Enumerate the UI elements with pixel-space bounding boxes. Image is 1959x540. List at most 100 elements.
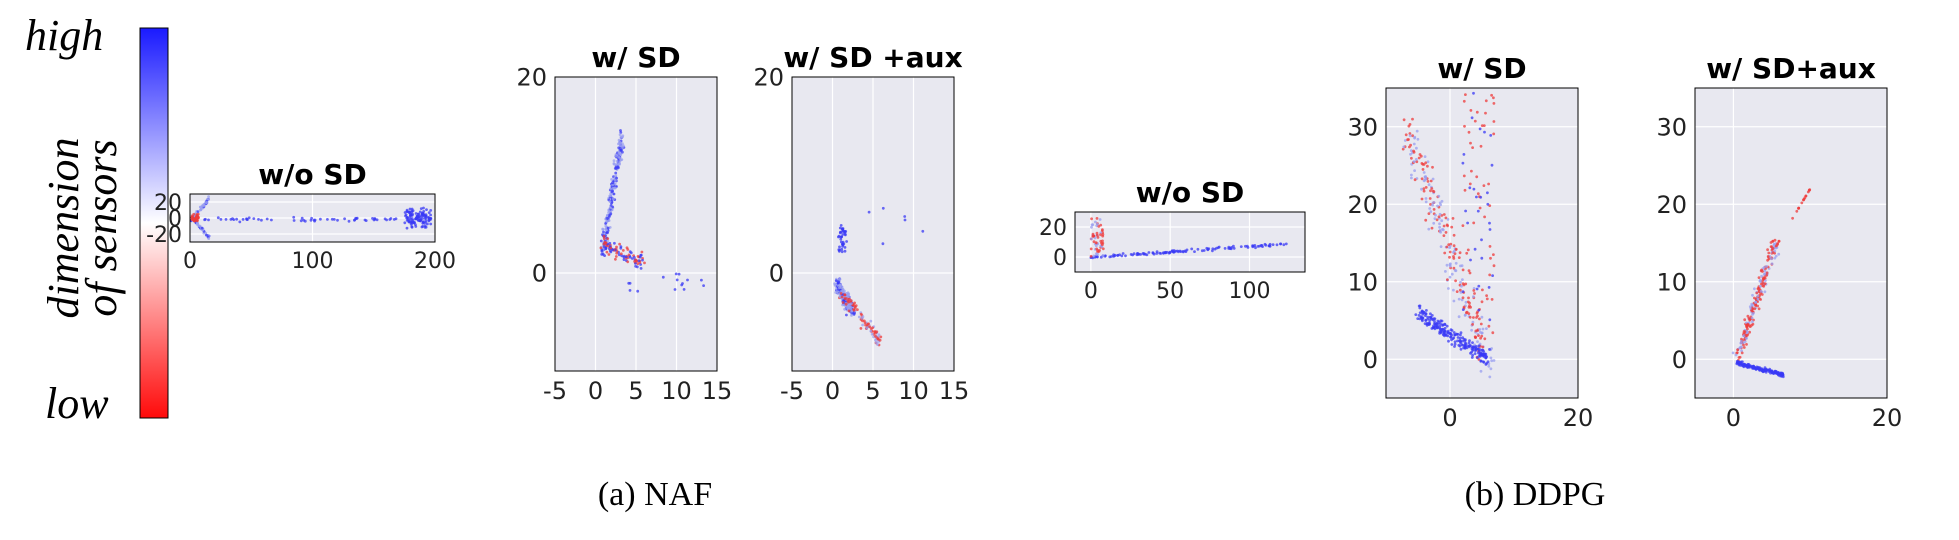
scatter-point (1193, 250, 1196, 254)
scatter-point (1475, 316, 1478, 319)
scatter-point (611, 186, 615, 190)
scatter-point (845, 240, 848, 243)
scatter-point (838, 245, 841, 249)
scatter-point (1457, 256, 1461, 259)
scatter-point (840, 230, 843, 234)
scatter-point (1472, 221, 1476, 225)
plot-frame (1385, 87, 1579, 399)
scatter-point (1485, 327, 1488, 330)
scatter-point (1486, 202, 1490, 206)
scatter-point (1488, 318, 1492, 322)
scatter-point (639, 267, 643, 270)
scatter-point (410, 217, 414, 220)
scatter-point (195, 218, 199, 222)
scatter-point (1777, 252, 1781, 256)
scatter-point (1443, 329, 1447, 333)
scatter-point (1425, 322, 1429, 326)
scatter-point (1424, 177, 1428, 181)
scatter-point (865, 326, 869, 329)
scatter-point (1407, 124, 1411, 128)
scatter-point (1196, 247, 1200, 251)
scatter-point (1757, 307, 1761, 311)
scatter-points (833, 206, 925, 347)
scatter-point (1470, 345, 1474, 348)
scatter-point (1485, 294, 1488, 297)
scatter-point (1418, 317, 1422, 321)
scatter-point (1113, 254, 1116, 258)
scatter-point (1168, 251, 1172, 255)
scatter-point (1110, 255, 1113, 258)
scatter-point (619, 158, 623, 162)
scatter-point (1468, 182, 1472, 186)
scatter-point (1456, 336, 1460, 339)
scatter-point (1422, 187, 1426, 191)
scatter-point (635, 265, 639, 269)
scatter-point (1408, 132, 1412, 135)
scatter-point (1764, 369, 1768, 373)
scatter-point (1469, 109, 1473, 112)
scatter-point (1481, 345, 1485, 349)
x-tick-label: 20 (1872, 404, 1903, 432)
scatter-point (673, 288, 677, 291)
scatter-point (1491, 274, 1494, 277)
scatter-point (609, 247, 613, 250)
x-tick-label: 5 (865, 377, 880, 405)
scatter-point (1477, 334, 1480, 337)
scatter-point (216, 216, 220, 220)
scatter-point (1462, 337, 1466, 341)
scatter-point (1460, 298, 1464, 302)
scatter-point (410, 225, 414, 229)
scatter-point (1422, 171, 1426, 174)
scatter-point (1447, 287, 1450, 290)
scatter-point (1467, 341, 1471, 345)
scatter-point (867, 210, 871, 214)
y-tick-label: 0 (1363, 346, 1378, 374)
scatter-point (1452, 233, 1456, 237)
scatter-point (626, 248, 630, 251)
scatter-point (1453, 249, 1456, 253)
scatter-point (1480, 124, 1484, 127)
scatter-point (257, 218, 260, 221)
scatter-point (1747, 363, 1751, 366)
scatter-point (606, 231, 609, 235)
scatter-point (1486, 191, 1489, 195)
scatter-point (601, 228, 605, 231)
x-tick-label: 0 (183, 249, 197, 274)
scatter-point (1737, 360, 1741, 364)
scatter-points (1401, 91, 1496, 379)
scatter-point (1438, 212, 1442, 216)
scatter-point (1181, 250, 1185, 253)
scatter-point (866, 322, 870, 326)
scatter-point (1432, 201, 1436, 204)
scatter-point (877, 333, 881, 337)
scatter-point (1413, 135, 1417, 139)
scatter-point (1091, 232, 1095, 236)
scatter-point (1239, 245, 1243, 249)
scatter-point (1461, 282, 1465, 285)
scatter-point (686, 278, 689, 282)
scatter-point (299, 219, 303, 223)
scatter-point (1488, 375, 1492, 379)
scatter-point (414, 212, 418, 215)
scatter-point (1091, 223, 1095, 227)
scatter-point (1482, 184, 1486, 188)
scatter-point (1430, 187, 1434, 190)
scatter-point (834, 291, 838, 294)
scatter-point (1411, 134, 1414, 138)
scatter-point (859, 312, 863, 316)
scatter-point (1275, 243, 1279, 247)
caption-ddpg: (b) DDPG (1465, 476, 1606, 513)
scatter-point (607, 253, 611, 256)
scatter-point (1464, 209, 1467, 213)
plot-area (1075, 212, 1305, 272)
scatter-point (419, 216, 423, 219)
scatter-point (1470, 328, 1473, 332)
scatter-point (1481, 327, 1485, 331)
scatter-point (1475, 287, 1479, 291)
scatter-point (833, 282, 836, 286)
scatter-point (841, 301, 845, 304)
scatter-point (1093, 236, 1097, 240)
scatter-point (1458, 336, 1462, 340)
scatter-point (1474, 335, 1477, 339)
scatter-point (609, 206, 612, 210)
